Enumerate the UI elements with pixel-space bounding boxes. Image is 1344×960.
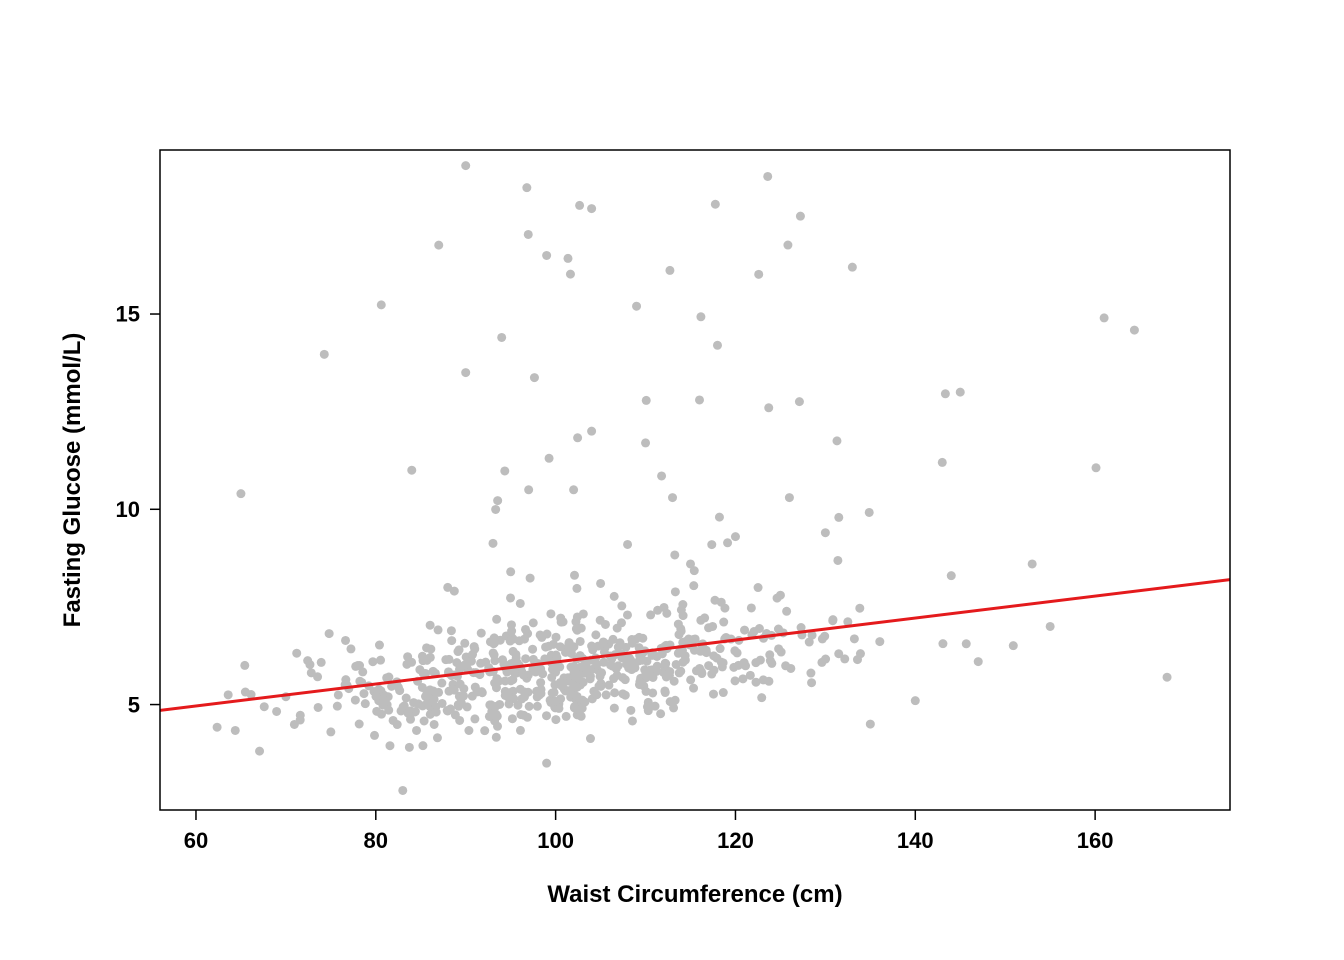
x-tick-label: 120 xyxy=(717,828,754,853)
scatter-chart: 60 80 100 120 140 160 5 10 15 Waist Circumference… xyxy=(0,0,1344,960)
x-tick-label: 60 xyxy=(184,828,208,853)
x-axis-label: Waist Circumference (cm) xyxy=(547,881,842,908)
x-tick-label: 140 xyxy=(897,828,934,853)
y-tick-label: 5 xyxy=(128,692,140,717)
y-axis-label: Fasting Glucose (mmol/L) xyxy=(59,333,86,628)
x-tick-label: 160 xyxy=(1077,828,1114,853)
x-tick-label: 80 xyxy=(364,828,388,853)
chart-svg: 60 80 100 120 140 160 5 10 15 Waist Circumference… xyxy=(0,0,1344,960)
x-tick-label: 100 xyxy=(537,828,574,853)
y-tick-label: 15 xyxy=(116,302,140,327)
y-tick-label: 10 xyxy=(116,497,140,522)
